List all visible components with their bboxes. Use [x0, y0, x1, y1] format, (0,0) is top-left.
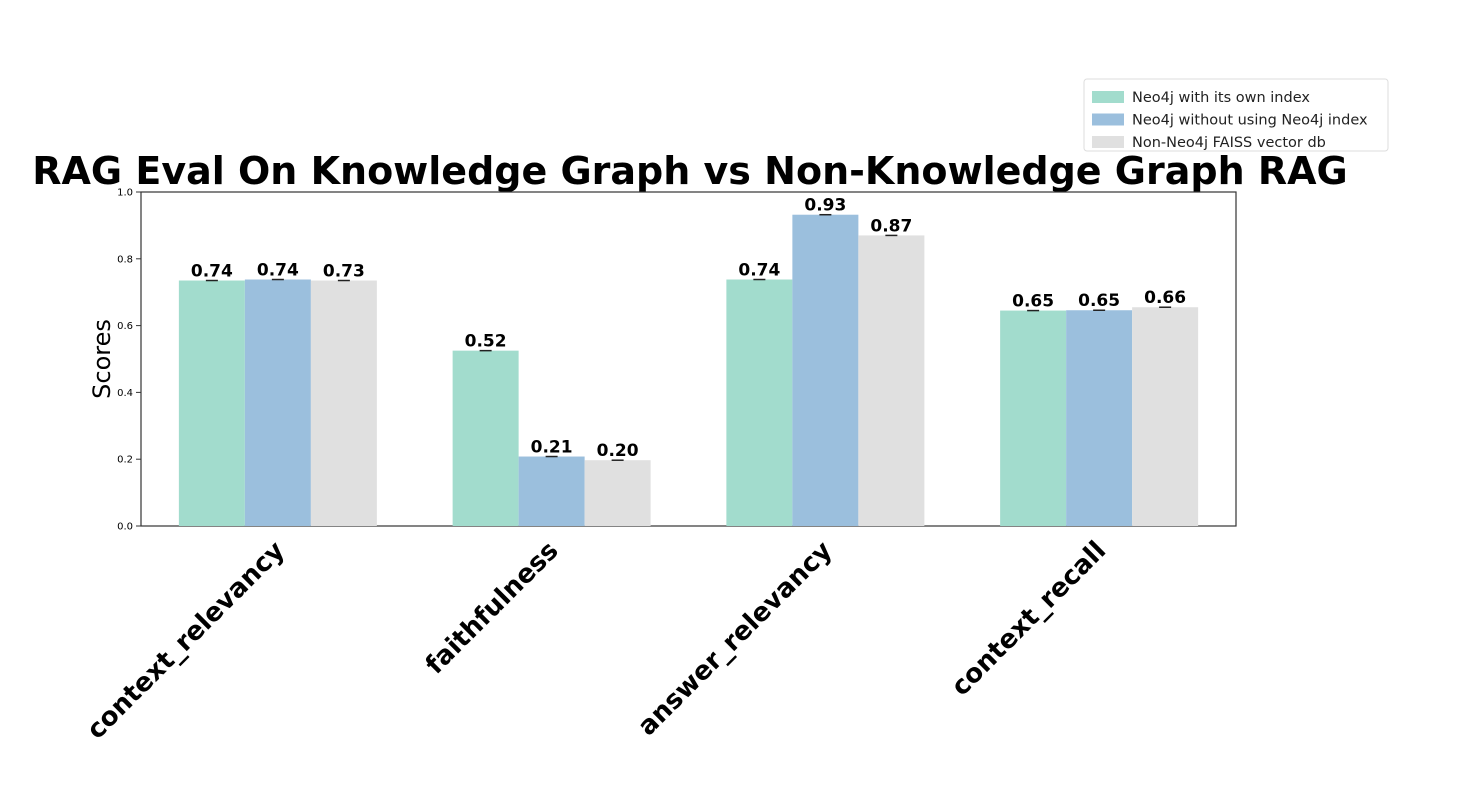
- bar: [518, 456, 585, 526]
- x-tick-label: context_relevancy: [81, 536, 291, 746]
- legend-label: Non-Neo4j FAISS vector db: [1132, 135, 1326, 151]
- data-label: 0.74: [257, 261, 299, 281]
- data-label: 0.52: [465, 332, 507, 352]
- legend-swatch: [1092, 136, 1124, 148]
- x-tick-label: faithfulness: [420, 536, 565, 681]
- data-label: 0.73: [323, 262, 365, 282]
- data-label: 0.21: [531, 438, 573, 458]
- legend-swatch: [1092, 113, 1124, 126]
- bar: [792, 214, 859, 526]
- y-tick-label: 1.0: [117, 188, 133, 199]
- y-tick-label: 0.6: [117, 321, 133, 332]
- y-axis-label: Scores: [88, 319, 116, 399]
- bar: [452, 350, 519, 526]
- data-label: 0.66: [1144, 288, 1186, 308]
- x-tick-label: answer_relevancy: [632, 536, 838, 742]
- bar: [1000, 310, 1067, 526]
- data-label: 0.20: [597, 441, 639, 461]
- data-label: 0.74: [738, 261, 780, 281]
- bar: [310, 280, 377, 526]
- data-label: 0.65: [1012, 292, 1054, 312]
- y-tick-label: 0.0: [117, 522, 133, 533]
- legend-label: Neo4j without using Neo4j index: [1132, 113, 1368, 129]
- data-label: 0.65: [1078, 291, 1120, 311]
- legend-swatch: [1092, 91, 1124, 103]
- bar: [178, 280, 245, 526]
- data-label: 0.74: [191, 262, 233, 282]
- bar: [858, 235, 925, 527]
- chart-title: RAG Eval On Knowledge Graph vs Non-Knowl…: [32, 149, 1347, 193]
- y-tick-label: 0.2: [117, 455, 133, 466]
- bar: [1066, 310, 1133, 526]
- bar: [726, 279, 793, 526]
- bar: [244, 279, 311, 526]
- data-label: 0.93: [804, 196, 846, 216]
- legend-box: [1083, 78, 1389, 152]
- legend-label: Neo4j with its own index: [1132, 90, 1310, 106]
- bar: [1132, 307, 1199, 526]
- y-tick-label: 0.4: [117, 388, 133, 399]
- y-tick-label: 0.8: [117, 254, 133, 265]
- x-tick-label: context_recall: [946, 536, 1112, 702]
- bar: [584, 460, 651, 526]
- plot-area: 0.0 0.2 0.4 0.6 0.8 1.0 0.74 0.74 0.73 context_re…: [81, 188, 1237, 746]
- axes-frame: [140, 191, 1237, 527]
- data-label: 0.87: [870, 216, 912, 236]
- legend: Neo4j with its own index Neo4j without us…: [1083, 78, 1389, 152]
